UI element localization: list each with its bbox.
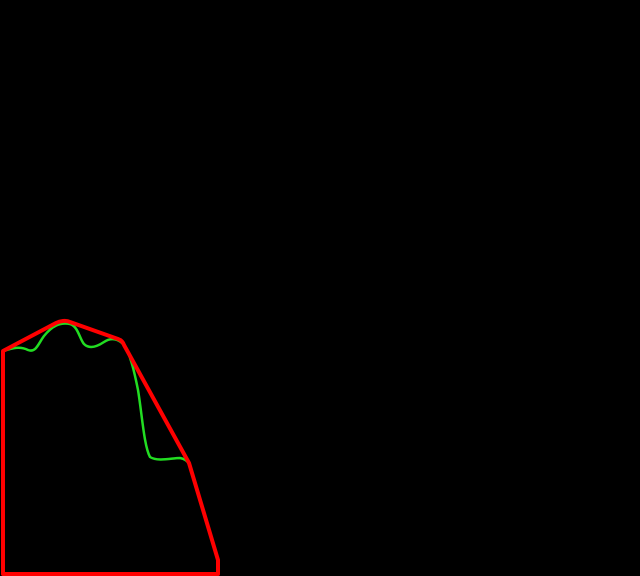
red-hull-outline	[1, 318, 220, 576]
green-curve	[2, 322, 191, 466]
